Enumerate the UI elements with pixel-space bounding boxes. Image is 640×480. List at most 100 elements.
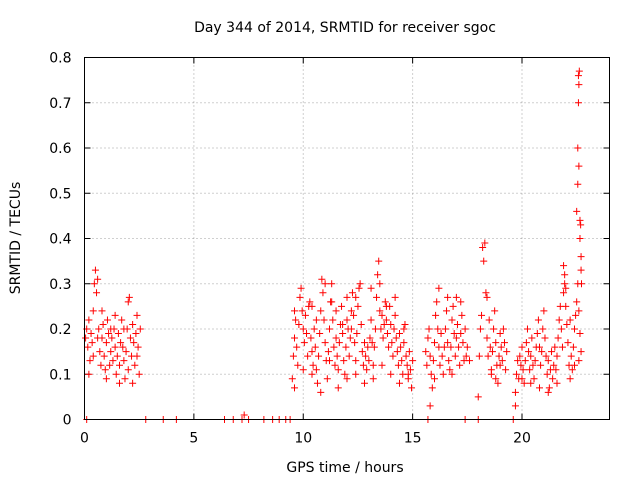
- data-point: [377, 325, 385, 333]
- data-point: [94, 275, 102, 283]
- data-point: [357, 320, 365, 328]
- data-point: [298, 307, 306, 315]
- chart-title: Day 344 of 2014, SRMTID for receiver sgo…: [194, 20, 496, 36]
- data-point: [307, 334, 315, 342]
- data-point: [422, 348, 430, 356]
- data-point: [539, 325, 547, 333]
- data-point: [519, 366, 527, 374]
- data-point: [534, 316, 542, 324]
- data-point: [463, 343, 471, 351]
- data-point: [379, 334, 387, 342]
- data-point: [497, 343, 505, 351]
- data-point: [476, 325, 484, 333]
- data-point: [391, 311, 399, 319]
- data-point: [376, 280, 384, 288]
- data-point: [456, 361, 464, 369]
- data-point: [523, 325, 531, 333]
- data-point: [354, 302, 362, 310]
- data-point: [129, 379, 137, 387]
- data-point: [339, 320, 347, 328]
- data-point: [446, 366, 454, 374]
- x-tick-label: 5: [189, 431, 198, 447]
- data-point: [562, 284, 570, 292]
- data-point: [441, 325, 449, 333]
- data-point: [425, 325, 433, 333]
- data-point: [334, 384, 342, 392]
- data-point: [520, 379, 528, 387]
- data-point: [499, 325, 507, 333]
- data-point: [317, 388, 325, 396]
- data-point: [403, 361, 411, 369]
- data-point: [329, 316, 337, 324]
- data-point: [353, 330, 361, 338]
- x-tick-label: 15: [404, 431, 422, 447]
- data-point: [537, 361, 545, 369]
- data-point: [121, 375, 129, 383]
- data-point: [350, 311, 358, 319]
- data-point: [291, 384, 298, 392]
- data-point: [320, 316, 328, 324]
- data-point: [312, 366, 320, 374]
- data-point: [369, 361, 377, 369]
- data-point: [567, 352, 575, 360]
- data-point: [522, 339, 530, 347]
- data-point: [94, 334, 102, 342]
- data-point: [308, 302, 316, 310]
- data-point: [365, 357, 373, 365]
- data-point: [550, 361, 558, 369]
- data-point: [112, 370, 120, 378]
- data-point: [102, 339, 110, 347]
- data-point: [376, 307, 384, 315]
- data-point: [133, 311, 141, 319]
- data-point: [313, 379, 321, 387]
- data-point: [326, 325, 333, 333]
- data-point: [562, 302, 570, 310]
- data-point: [347, 325, 355, 333]
- data-point: [358, 348, 366, 356]
- data-point: [436, 361, 444, 369]
- data-point: [431, 375, 438, 383]
- data-point: [364, 343, 372, 351]
- data-point: [529, 361, 537, 369]
- data-point: [383, 330, 391, 338]
- data-point: [240, 411, 248, 419]
- data-point: [575, 162, 583, 170]
- data-point: [93, 289, 101, 297]
- data-point: [475, 352, 483, 360]
- data-point: [426, 352, 434, 360]
- y-tick-label: 0.4: [49, 232, 71, 248]
- data-point: [124, 366, 132, 374]
- y-tick-label: 0.2: [49, 322, 71, 338]
- data-point: [109, 357, 117, 365]
- data-point: [576, 216, 584, 224]
- x-axis-label: GPS time / hours: [286, 460, 403, 476]
- y-tick-label: 0.3: [49, 277, 71, 293]
- data-point: [119, 343, 127, 351]
- data-point: [400, 325, 408, 333]
- data-point: [95, 325, 103, 333]
- data-point: [303, 330, 311, 338]
- data-point: [88, 339, 96, 347]
- data-point: [521, 357, 529, 365]
- data-point: [566, 375, 574, 383]
- data-point: [516, 352, 524, 360]
- data-point: [84, 343, 92, 351]
- data-point: [122, 348, 130, 356]
- data-point: [569, 343, 577, 351]
- data-point: [107, 348, 115, 356]
- data-point: [345, 352, 353, 360]
- data-point: [312, 316, 320, 324]
- data-point: [111, 343, 119, 351]
- data-point: [125, 293, 133, 301]
- data-point: [389, 352, 397, 360]
- data-point: [548, 348, 556, 356]
- y-axis-label: SRMTID / TECUs: [8, 182, 24, 295]
- data-point: [102, 375, 110, 383]
- data-point: [390, 325, 398, 333]
- y-tick-label: 0: [63, 413, 72, 429]
- data-point: [99, 320, 107, 328]
- data-point: [435, 284, 443, 292]
- data-point: [130, 339, 138, 347]
- data-point: [105, 330, 113, 338]
- data-point: [374, 271, 382, 279]
